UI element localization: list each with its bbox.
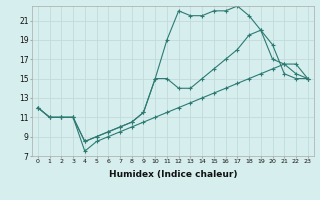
X-axis label: Humidex (Indice chaleur): Humidex (Indice chaleur) (108, 170, 237, 179)
